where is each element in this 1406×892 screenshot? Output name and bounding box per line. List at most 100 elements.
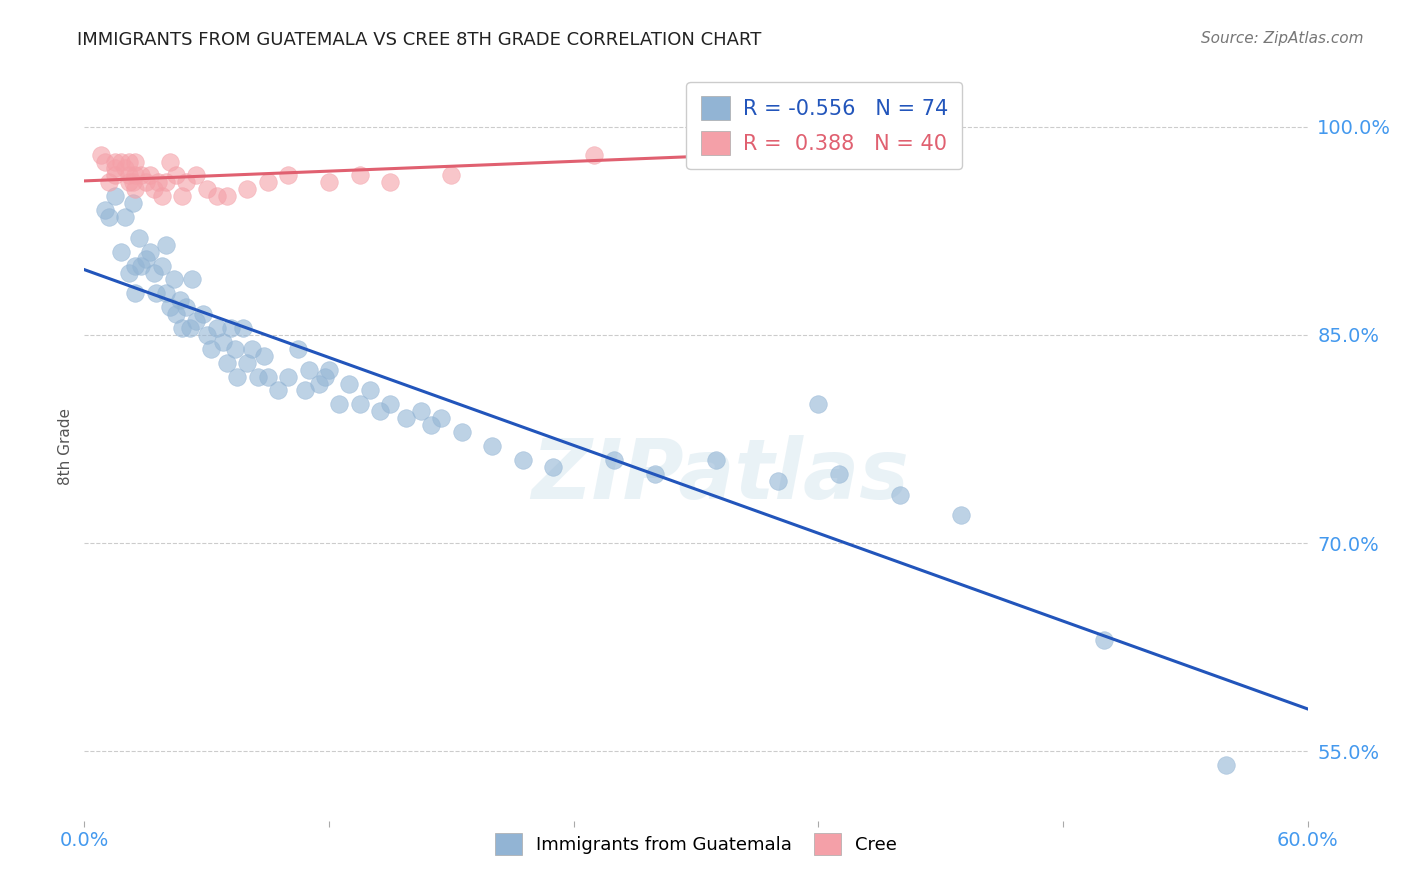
- Point: [481, 439, 503, 453]
- Point: [118, 266, 141, 280]
- Point: [150, 189, 173, 203]
- Point: [104, 154, 127, 169]
- Point: [409, 404, 432, 418]
- Point: [110, 154, 132, 169]
- Point: [253, 349, 276, 363]
- Point: [440, 169, 463, 183]
- Point: [349, 169, 371, 183]
- Point: [97, 175, 120, 189]
- Point: [195, 182, 218, 196]
- Point: [644, 467, 666, 481]
- Text: Source: ZipAtlas.com: Source: ZipAtlas.com: [1201, 31, 1364, 46]
- Point: [124, 154, 146, 169]
- Point: [179, 321, 201, 335]
- Point: [298, 362, 321, 376]
- Point: [155, 286, 177, 301]
- Point: [583, 147, 606, 161]
- Point: [339, 376, 361, 391]
- Point: [257, 369, 280, 384]
- Point: [172, 321, 194, 335]
- Point: [181, 272, 204, 286]
- Point: [165, 307, 187, 321]
- Point: [191, 307, 214, 321]
- Point: [155, 237, 177, 252]
- Point: [420, 418, 443, 433]
- Point: [90, 147, 112, 161]
- Point: [110, 244, 132, 259]
- Point: [93, 203, 115, 218]
- Point: [142, 266, 165, 280]
- Point: [128, 231, 150, 245]
- Point: [232, 321, 254, 335]
- Text: IMMIGRANTS FROM GUATEMALA VS CREE 8TH GRADE CORRELATION CHART: IMMIGRANTS FROM GUATEMALA VS CREE 8TH GR…: [77, 31, 762, 49]
- Point: [124, 182, 146, 196]
- Point: [766, 474, 789, 488]
- Point: [706, 453, 728, 467]
- Point: [217, 356, 239, 370]
- Point: [236, 356, 259, 370]
- Point: [236, 182, 259, 196]
- Point: [318, 362, 340, 376]
- Point: [124, 169, 146, 183]
- Point: [186, 169, 208, 183]
- Point: [138, 169, 160, 183]
- Point: [131, 169, 153, 183]
- Point: [224, 342, 246, 356]
- Point: [359, 384, 381, 398]
- Point: [169, 293, 191, 308]
- Point: [246, 369, 269, 384]
- Point: [118, 169, 141, 183]
- Point: [135, 252, 157, 266]
- Point: [328, 397, 350, 411]
- Point: [195, 328, 218, 343]
- Point: [174, 300, 197, 314]
- Point: [122, 196, 145, 211]
- Point: [889, 487, 911, 501]
- Point: [294, 384, 316, 398]
- Point: [747, 127, 769, 141]
- Point: [114, 161, 136, 176]
- Point: [146, 175, 169, 189]
- Point: [1215, 758, 1237, 772]
- Point: [219, 321, 242, 335]
- Point: [135, 175, 157, 189]
- Point: [200, 342, 222, 356]
- Point: [603, 453, 626, 467]
- Point: [104, 189, 127, 203]
- Point: [104, 169, 127, 183]
- Point: [138, 244, 160, 259]
- Point: [226, 369, 249, 384]
- Point: [97, 210, 120, 224]
- Point: [159, 300, 181, 314]
- Point: [114, 210, 136, 224]
- Point: [172, 189, 194, 203]
- Point: [159, 154, 181, 169]
- Point: [349, 397, 371, 411]
- Y-axis label: 8th Grade: 8th Grade: [58, 408, 73, 484]
- Point: [217, 189, 239, 203]
- Point: [318, 175, 340, 189]
- Point: [450, 425, 472, 439]
- Point: [314, 369, 336, 384]
- Point: [131, 259, 153, 273]
- Legend: Immigrants from Guatemala, Cree: Immigrants from Guatemala, Cree: [485, 824, 907, 864]
- Point: [165, 169, 187, 183]
- Point: [155, 175, 177, 189]
- Point: [150, 259, 173, 273]
- Point: [368, 404, 391, 418]
- Point: [240, 342, 263, 356]
- Point: [93, 154, 115, 169]
- Point: [308, 376, 330, 391]
- Point: [1092, 633, 1115, 648]
- Point: [163, 272, 186, 286]
- Point: [118, 154, 141, 169]
- Point: [145, 286, 167, 301]
- Point: [257, 175, 280, 189]
- Point: [124, 286, 146, 301]
- Point: [807, 397, 830, 411]
- Point: [267, 384, 290, 398]
- Point: [142, 182, 165, 196]
- Point: [104, 161, 127, 176]
- Point: [287, 342, 309, 356]
- Point: [205, 189, 228, 203]
